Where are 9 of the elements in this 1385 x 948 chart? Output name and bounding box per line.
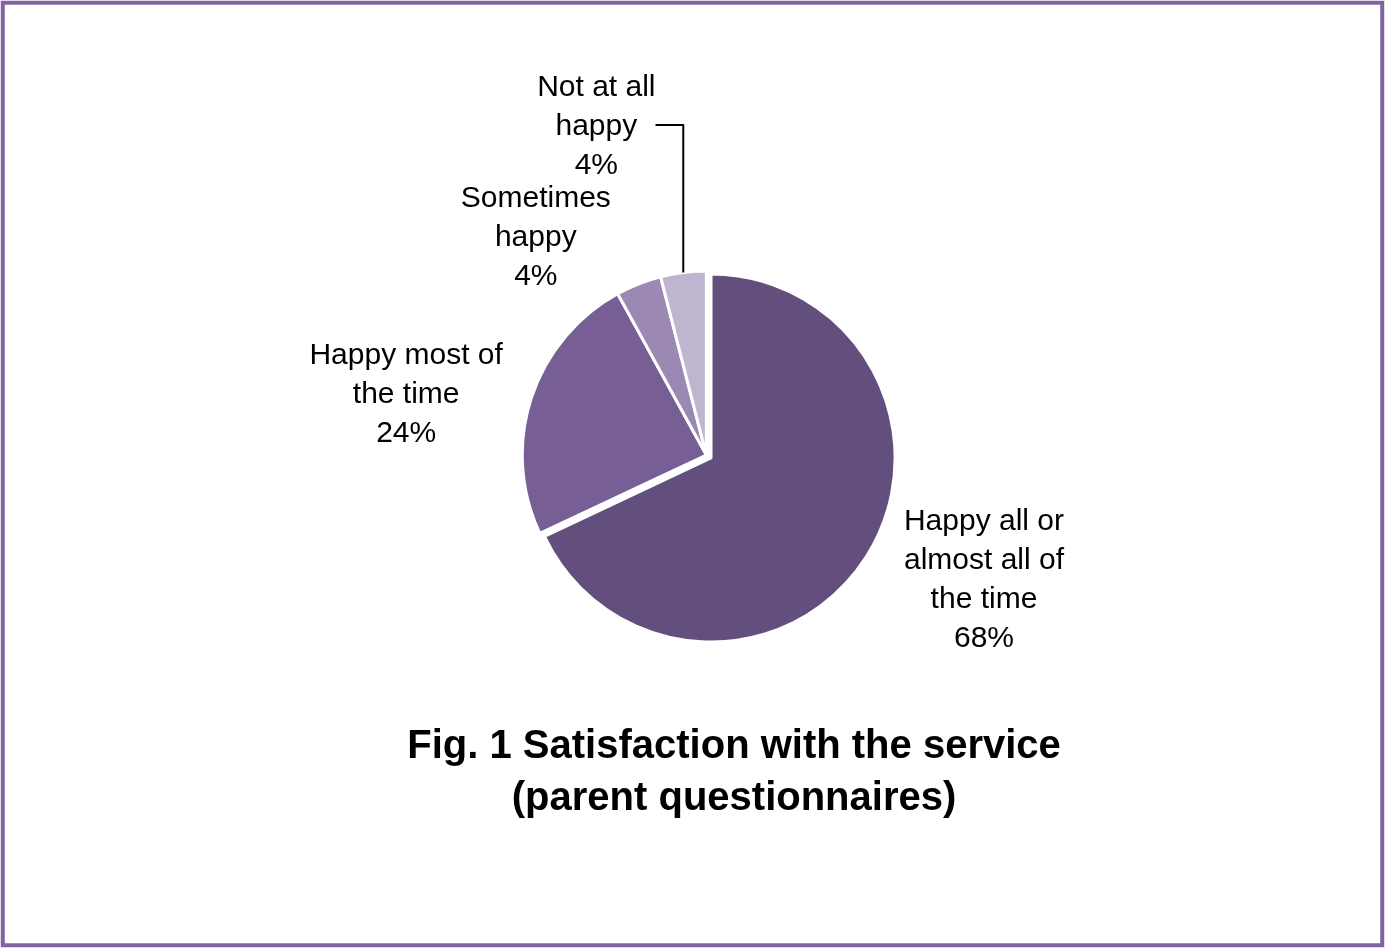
slice-label: Happy all or almost all of the time xyxy=(903,503,1065,615)
data-label: 24% xyxy=(376,415,437,449)
data-label: 4% xyxy=(514,258,558,292)
data-label: 68% xyxy=(953,620,1014,654)
slice-label: Not at all happy xyxy=(537,69,656,142)
slice-label: Happy most of the time xyxy=(309,337,504,410)
data-label: 4% xyxy=(574,147,619,181)
text: Fig. 1 Satisfaction with the service (parent questionnaires) xyxy=(407,722,1061,819)
slice-label: Sometimes happy xyxy=(460,180,611,253)
